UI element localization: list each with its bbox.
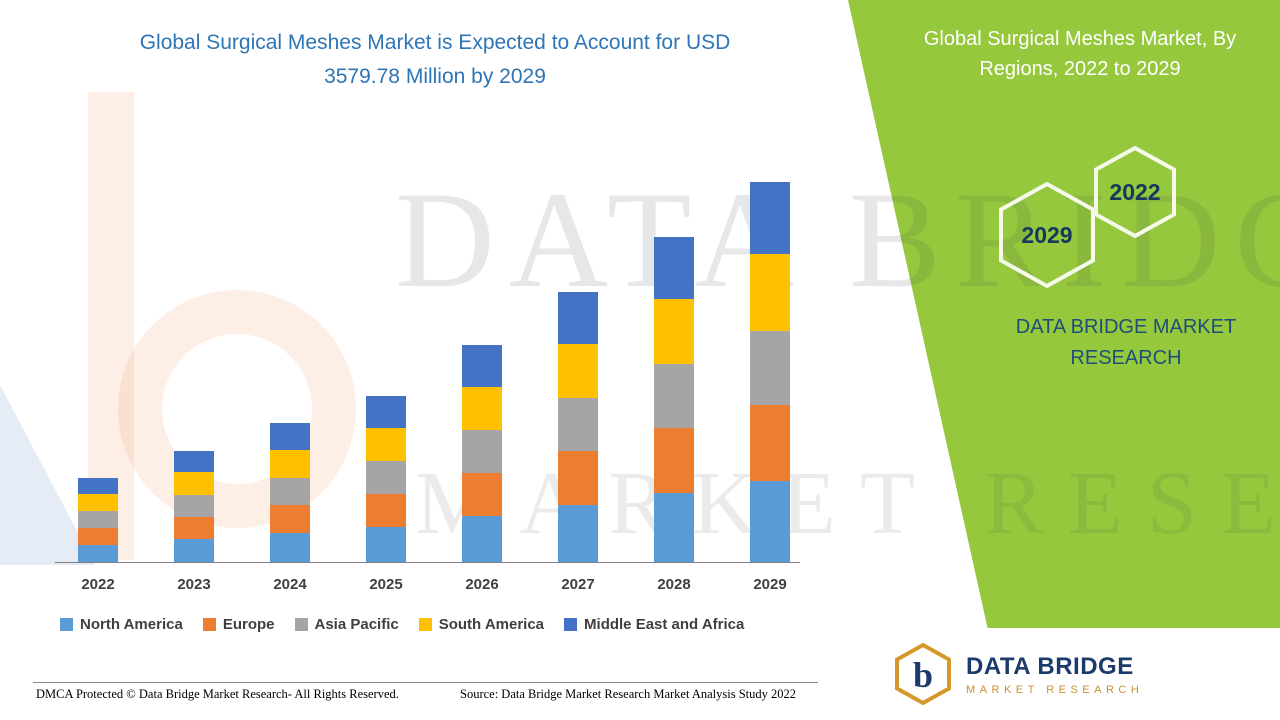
- legend-label: South America: [438, 616, 545, 633]
- brand-name-text: DATA BRIDGE MARKET RESEARCH: [1015, 316, 1237, 369]
- bar-segment: [174, 494, 214, 517]
- legend-label: Asia Pacific: [314, 616, 399, 633]
- bar-segment: [750, 182, 790, 255]
- legend-label: North America: [80, 616, 183, 633]
- bar-2025: [366, 396, 406, 563]
- bar-2028: [654, 237, 694, 563]
- source-note: Source: Data Bridge Market Research Mark…: [460, 687, 797, 701]
- footer-divider: [33, 682, 818, 683]
- data-bridge-logo-icon: b: [895, 643, 951, 705]
- bar-segment: [750, 330, 790, 405]
- x-axis-label: 2026: [465, 576, 499, 593]
- svg-text:b: b: [913, 655, 933, 695]
- x-axis-line: [55, 562, 800, 563]
- legend-swatch: [202, 618, 216, 631]
- bar-segment: [462, 345, 502, 387]
- chart-title: Global Surgical Meshes Market is Expecte…: [55, 26, 815, 93]
- legend-swatch: [294, 618, 308, 631]
- bar-segment: [750, 404, 790, 481]
- footer-logo-tagline: MARKET RESEARCH: [966, 683, 1144, 696]
- bar-segment: [654, 427, 694, 493]
- bar-segment: [654, 364, 694, 428]
- bar-segment: [78, 527, 118, 545]
- bar-2026: [462, 345, 502, 563]
- x-axis-label: 2027: [561, 576, 595, 593]
- bar-segment: [366, 427, 406, 462]
- bar-segment: [462, 516, 502, 563]
- footer-logo-name: DATA BRIDGE: [966, 652, 1134, 680]
- bar-segment: [270, 449, 310, 478]
- year-badge-label: 2029: [1021, 221, 1073, 248]
- bar-segment: [750, 254, 790, 331]
- year-badge-2029: 2029: [998, 182, 1096, 288]
- legend-label: Europe: [222, 616, 275, 633]
- brand-watermark-line1: DATA BRIDGE: [395, 163, 1280, 316]
- bar-segment: [462, 386, 502, 431]
- hexagon-outline-icon: [999, 182, 1095, 288]
- bar-segment: [366, 527, 406, 563]
- footer-logo-text: DATA BRIDGE MARKET RESEARCH: [966, 653, 1143, 696]
- bar-segment: [270, 477, 310, 505]
- x-axis-labels: 2022 2023 2024 2025 2026 2027 2028 2029: [55, 576, 800, 596]
- chart-title-line2: 3579.78 Million by 2029: [324, 64, 546, 88]
- year-badge-2022: 2022: [1093, 146, 1177, 238]
- legend-swatch: [60, 618, 73, 631]
- bar-segment: [654, 299, 694, 365]
- legend: North America Europe Asia Pacific South Ame…: [60, 616, 744, 633]
- legend-swatch: [564, 618, 578, 631]
- bar-segment: [558, 504, 598, 563]
- bar-2023: [174, 450, 214, 563]
- bar-segment: [270, 504, 310, 533]
- bar-segment: [78, 477, 118, 495]
- dmca-notice: DMCA Protected © Data Bridge Market Rese…: [36, 687, 399, 701]
- x-axis-label: 2024: [273, 576, 307, 593]
- legend-item: Asia Pacific: [294, 616, 399, 633]
- legend-item: Europe: [202, 616, 275, 633]
- x-axis-label: 2023: [177, 576, 211, 593]
- year-badge-label: 2022: [1109, 178, 1161, 205]
- legend-item: South America: [418, 616, 545, 633]
- bar-segment: [750, 481, 790, 563]
- bar-segment: [558, 450, 598, 505]
- bar-segment: [78, 544, 118, 563]
- x-axis-label: 2028: [657, 576, 691, 593]
- footer-logo-panel: b DATA BRIDGE MARKET RESEARCH: [868, 628, 1280, 720]
- bar-segment: [366, 396, 406, 428]
- bar-segment: [558, 292, 598, 344]
- bar-segment: [174, 472, 214, 495]
- bar-segment: [558, 343, 598, 398]
- hexagon-outline-icon: [1094, 146, 1176, 238]
- bar-segment: [462, 472, 502, 517]
- bar-2022: [78, 477, 118, 563]
- legend-item: Middle East and Africa: [564, 616, 744, 633]
- bar-2027: [558, 292, 598, 563]
- bar-segment: [78, 494, 118, 512]
- bar-segment: [270, 423, 310, 450]
- bar-segment: [366, 461, 406, 494]
- legend-swatch: [418, 618, 432, 631]
- bar-segment: [366, 493, 406, 528]
- legend-label: Middle East and Africa: [584, 616, 745, 633]
- plot-area: [55, 90, 800, 563]
- x-axis-label: 2022: [81, 576, 115, 593]
- legend-item: North America: [60, 616, 183, 633]
- chart-title-line1: Global Surgical Meshes Market is Expecte…: [139, 31, 731, 54]
- panel-title: Global Surgical Meshes Market, By Region…: [923, 28, 1237, 80]
- bar-2029: [750, 182, 790, 563]
- bar-segment: [654, 237, 694, 300]
- bar-segment: [270, 532, 310, 563]
- bar-segment: [654, 492, 694, 563]
- bar-segment: [462, 430, 502, 473]
- x-axis-label: 2029: [753, 576, 787, 593]
- bar-segment: [78, 511, 118, 528]
- bar-segment: [174, 450, 214, 473]
- x-axis-label: 2025: [369, 576, 403, 593]
- bar-segment: [174, 538, 214, 563]
- bar-2024: [270, 423, 310, 563]
- bar-segment: [558, 397, 598, 451]
- bar-segment: [174, 516, 214, 539]
